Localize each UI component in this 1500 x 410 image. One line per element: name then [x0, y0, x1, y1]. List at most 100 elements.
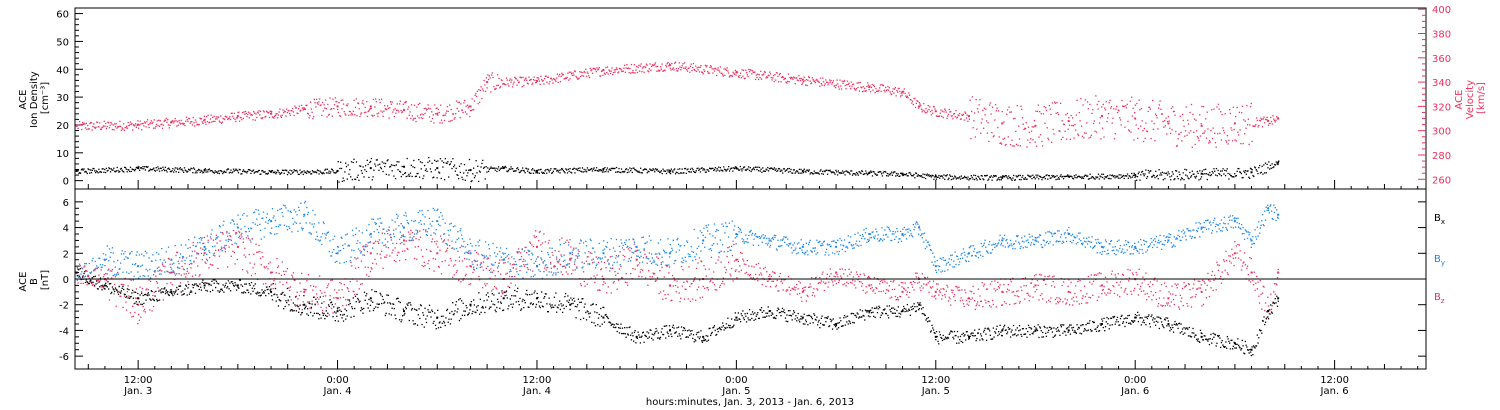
- data-dot: [1181, 113, 1184, 116]
- data-dot: [808, 76, 811, 79]
- data-dot: [106, 273, 108, 275]
- data-dot: [410, 117, 412, 120]
- data-dot: [951, 175, 953, 178]
- data-dot: [1274, 164, 1277, 166]
- data-dot: [995, 245, 997, 247]
- data-dot: [335, 171, 338, 173]
- data-dot: [706, 64, 708, 67]
- data-dot: [194, 119, 197, 121]
- data-dot: [935, 269, 937, 271]
- data-dot: [644, 66, 646, 68]
- data-dot: [1025, 178, 1027, 180]
- data-dot: [1202, 132, 1204, 135]
- data-dot: [397, 169, 399, 171]
- data-dot: [446, 105, 449, 108]
- data-dot: [1107, 112, 1110, 115]
- data-dot: [757, 166, 759, 168]
- data-dot: [1116, 175, 1119, 177]
- data-dot: [640, 255, 642, 257]
- data-dot: [1071, 242, 1073, 244]
- data-dot: [558, 73, 561, 76]
- data-dot: [904, 173, 906, 176]
- data-dot: [644, 66, 647, 69]
- data-dot: [831, 81, 834, 84]
- data-dot: [739, 228, 741, 230]
- data-dot: [602, 74, 604, 76]
- data-dot: [207, 114, 209, 117]
- data-dot: [1162, 179, 1164, 181]
- data-dot: [981, 175, 983, 177]
- data-dot: [304, 171, 306, 174]
- data-dot: [113, 261, 115, 263]
- data-dot: [981, 118, 983, 120]
- data-dot: [1127, 241, 1129, 243]
- data-dot: [649, 168, 651, 170]
- data-dot: [82, 282, 84, 285]
- data-dot: [1012, 243, 1015, 245]
- data-dot: [834, 173, 836, 175]
- data-dot: [87, 274, 89, 276]
- data-dot: [878, 171, 880, 173]
- data-dot: [1156, 117, 1158, 119]
- data-dot: [965, 112, 967, 114]
- data-dot: [979, 178, 982, 181]
- data-dot: [1118, 239, 1120, 241]
- data-dot: [495, 167, 497, 169]
- data-dot: [1099, 252, 1101, 254]
- data-dot: [892, 172, 894, 174]
- data-dot: [855, 88, 858, 90]
- data-dot: [842, 172, 845, 174]
- data-dot: [164, 166, 167, 168]
- data-dot: [1188, 230, 1190, 232]
- data-dot: [314, 171, 316, 173]
- data-dot: [598, 169, 600, 171]
- data-point: [1034, 124, 1037, 127]
- data-dot: [836, 251, 838, 253]
- data-dot: [320, 104, 322, 106]
- data-dot: [689, 71, 691, 73]
- data-dot: [652, 261, 654, 263]
- data-dot: [241, 232, 243, 235]
- data-dot: [917, 174, 919, 176]
- data-dot: [661, 256, 663, 258]
- data-dot: [620, 171, 622, 174]
- data-dot: [949, 111, 951, 113]
- data-dot: [123, 258, 126, 260]
- data-dot: [1095, 131, 1098, 133]
- data-dot: [1207, 128, 1209, 130]
- data-dot: [851, 245, 853, 247]
- data-dot: [129, 170, 131, 173]
- data-dot: [370, 107, 372, 110]
- data-dot: [909, 98, 911, 101]
- data-dot: [1171, 129, 1173, 131]
- data-point: [469, 252, 472, 255]
- data-dot: [1223, 216, 1226, 218]
- data-dot: [641, 261, 644, 263]
- data-dot: [544, 265, 547, 267]
- data-dot: [1054, 175, 1056, 178]
- data-dot: [1021, 108, 1023, 111]
- data-dot: [816, 252, 819, 254]
- data-dot: [686, 70, 689, 72]
- data-dot: [779, 72, 781, 75]
- data-dot: [610, 169, 612, 171]
- density-title-line-3: [cm⁻³]: [40, 82, 51, 114]
- data-dot: [500, 79, 502, 81]
- data-dot: [562, 169, 565, 172]
- data-dot: [655, 65, 657, 68]
- data-dot: [327, 103, 329, 106]
- data-dot: [480, 166, 482, 168]
- data-dot: [799, 247, 801, 249]
- data-dot: [548, 83, 550, 85]
- data-dot: [490, 263, 493, 265]
- data-dot: [1077, 241, 1079, 244]
- data-dot: [689, 255, 692, 258]
- data-dot: [217, 236, 219, 238]
- data-dot: [918, 175, 920, 177]
- data-dot: [544, 75, 547, 77]
- data-dot: [206, 115, 208, 118]
- data-dot: [1026, 246, 1028, 249]
- data-dot: [183, 122, 185, 125]
- data-dot: [1205, 220, 1207, 222]
- data-dot: [1166, 133, 1168, 135]
